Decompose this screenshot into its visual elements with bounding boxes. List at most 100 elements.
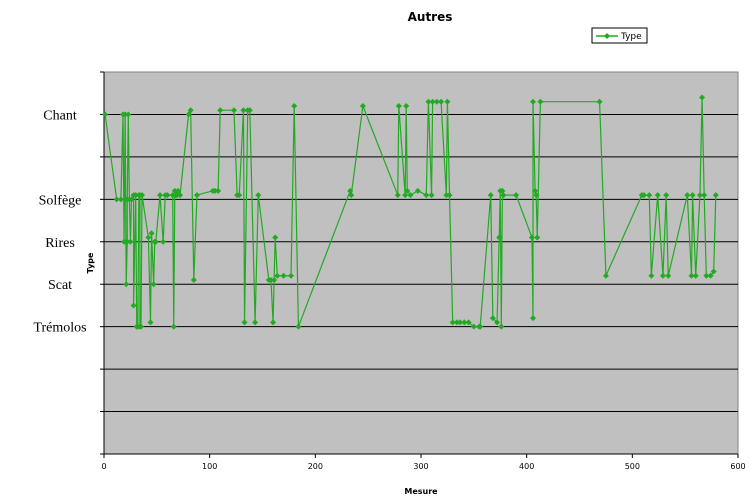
- data-point: [499, 187, 506, 194]
- legend-label: Type: [620, 32, 642, 42]
- data-point: [173, 192, 180, 199]
- data-point: [124, 238, 131, 245]
- legend: Type: [591, 27, 648, 44]
- data-point: [157, 192, 164, 199]
- data-point: [537, 98, 544, 105]
- series-layer: [102, 94, 719, 330]
- data-point: [217, 107, 224, 114]
- data-point: [137, 323, 144, 330]
- data-point: [236, 192, 243, 199]
- data-point: [443, 192, 450, 199]
- y-axis-title: Type: [86, 252, 95, 273]
- data-point: [707, 272, 714, 279]
- y-tick-label: Solfège: [39, 193, 82, 208]
- data-point: [703, 272, 710, 279]
- data-point: [470, 323, 477, 330]
- data-point: [665, 272, 672, 279]
- data-point: [534, 234, 541, 241]
- data-point: [123, 281, 130, 288]
- data-point: [533, 192, 540, 199]
- data-point: [710, 268, 717, 275]
- data-point: [185, 111, 192, 118]
- y-tick-label: Rires: [45, 236, 75, 251]
- data-point: [348, 192, 355, 199]
- y-ticks: Trémolos Scat Rires Solfège Chant: [33, 71, 104, 455]
- data-point: [500, 192, 507, 199]
- data-point: [130, 302, 137, 309]
- x-tick-label: 0: [101, 462, 106, 471]
- data-point: [712, 192, 719, 199]
- data-point: [139, 192, 146, 199]
- x-tick-label: 500: [625, 462, 640, 471]
- data-point: [127, 238, 134, 245]
- data-point: [164, 192, 171, 199]
- data-point: [692, 272, 699, 279]
- data-point: [252, 319, 259, 326]
- data-point: [528, 234, 535, 241]
- legend-box: [591, 27, 648, 44]
- data-point: [689, 192, 696, 199]
- data-point: [487, 192, 494, 199]
- plot-area: [103, 71, 739, 455]
- data-point: [438, 98, 445, 105]
- data-point: [446, 192, 453, 199]
- data-point: [128, 196, 135, 203]
- data-point: [193, 192, 200, 199]
- data-point: [532, 187, 539, 194]
- data-point: [148, 230, 155, 237]
- data-point: [132, 192, 139, 199]
- data-point: [395, 102, 402, 109]
- data-point: [187, 107, 194, 114]
- data-point: [465, 319, 472, 326]
- data-point: [428, 192, 435, 199]
- data-point: [596, 98, 603, 105]
- x-tick-label: 400: [519, 462, 534, 471]
- data-point: [403, 102, 410, 109]
- data-point: [152, 238, 159, 245]
- data-point: [190, 276, 197, 283]
- data-point: [240, 107, 247, 114]
- data-point: [174, 187, 181, 194]
- data-point: [663, 192, 670, 199]
- data-point: [272, 234, 279, 241]
- data-point: [347, 187, 354, 194]
- data-point: [394, 192, 401, 199]
- data-point: [160, 238, 167, 245]
- data-point: [246, 107, 253, 114]
- data-point: [513, 192, 520, 199]
- data-point: [602, 272, 609, 279]
- data-point: [659, 272, 666, 279]
- data-point: [648, 272, 655, 279]
- data-point: [169, 192, 176, 199]
- data-point: [640, 192, 647, 199]
- data-point: [150, 281, 157, 288]
- data-point: [117, 196, 124, 203]
- data-point: [407, 192, 414, 199]
- data-point: [453, 319, 460, 326]
- data-point: [170, 323, 177, 330]
- y-tick-label: Chant: [43, 108, 77, 123]
- data-point: [530, 98, 537, 105]
- data-point: [145, 234, 152, 241]
- x-tick-label: 200: [308, 462, 323, 471]
- x-tick-label: 300: [413, 462, 428, 471]
- legend-marker: [604, 33, 610, 39]
- x-tick-label: 100: [202, 462, 217, 471]
- y-tick-label: Trémolos: [33, 321, 86, 336]
- y-tick-label: Scat: [48, 278, 72, 293]
- data-point: [696, 192, 703, 199]
- data-point: [113, 196, 120, 203]
- data-point: [291, 102, 298, 109]
- data-point: [255, 192, 262, 199]
- data-point: [425, 98, 432, 105]
- data-point: [423, 192, 430, 199]
- data-point: [241, 319, 248, 326]
- data-point: [125, 111, 132, 118]
- data-point: [295, 323, 302, 330]
- data-point: [449, 319, 456, 326]
- gridlines: [104, 113, 738, 413]
- data-point: [530, 315, 537, 322]
- data-point: [402, 192, 409, 199]
- data-point: [498, 323, 505, 330]
